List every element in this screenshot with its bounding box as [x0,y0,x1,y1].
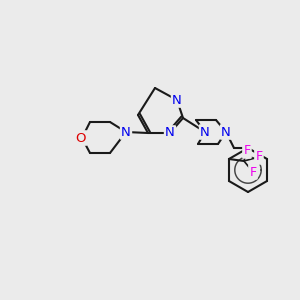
Text: O: O [76,131,86,145]
Text: N: N [121,125,131,139]
Text: N: N [172,94,182,106]
Text: F: F [249,166,256,178]
Text: F: F [243,145,250,158]
Text: F: F [255,151,262,164]
Text: N: N [200,125,210,139]
Text: N: N [165,127,175,140]
Text: N: N [221,125,231,139]
